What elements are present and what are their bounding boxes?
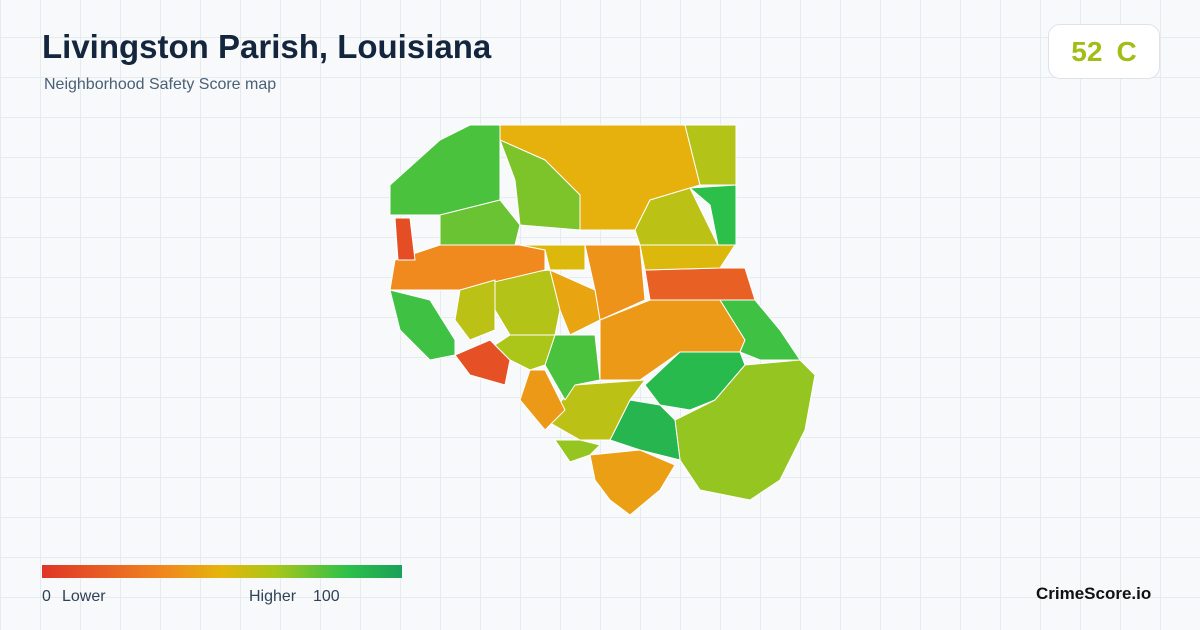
- score-value: 52: [1071, 35, 1103, 67]
- score-box: 52 C: [1048, 24, 1160, 79]
- neighborhood: [554, 439, 601, 463]
- legend-min: 0: [42, 588, 51, 605]
- neighborhood: [589, 449, 676, 516]
- subtitle: Neighborhood Safety Score map: [44, 76, 277, 93]
- neighborhood: [584, 244, 646, 321]
- neighborhood: [719, 299, 801, 361]
- neighborhood: [494, 334, 556, 371]
- neighborhood: [389, 124, 501, 216]
- title: Livingston Parish, Louisiana: [42, 28, 492, 65]
- neighborhood: [639, 244, 736, 271]
- neighborhood: [439, 199, 521, 246]
- neighborhood: [519, 244, 586, 271]
- brand: CrimeScore.io: [1036, 584, 1152, 603]
- neighborhood: [549, 269, 601, 336]
- regions: [389, 124, 816, 516]
- legend-gradient: [42, 565, 402, 578]
- legend-min-label: Lower: [62, 588, 106, 605]
- neighborhood: [519, 369, 566, 431]
- neighborhood: [454, 339, 511, 386]
- score-grade: C: [1116, 35, 1137, 67]
- neighborhood: [644, 267, 756, 301]
- neighborhood: [389, 289, 456, 361]
- legend-max-label: Higher: [249, 588, 297, 605]
- neighborhood: [454, 279, 496, 341]
- neighborhood: [674, 359, 816, 501]
- legend-max: 100: [313, 588, 340, 605]
- neighborhood: [394, 217, 416, 261]
